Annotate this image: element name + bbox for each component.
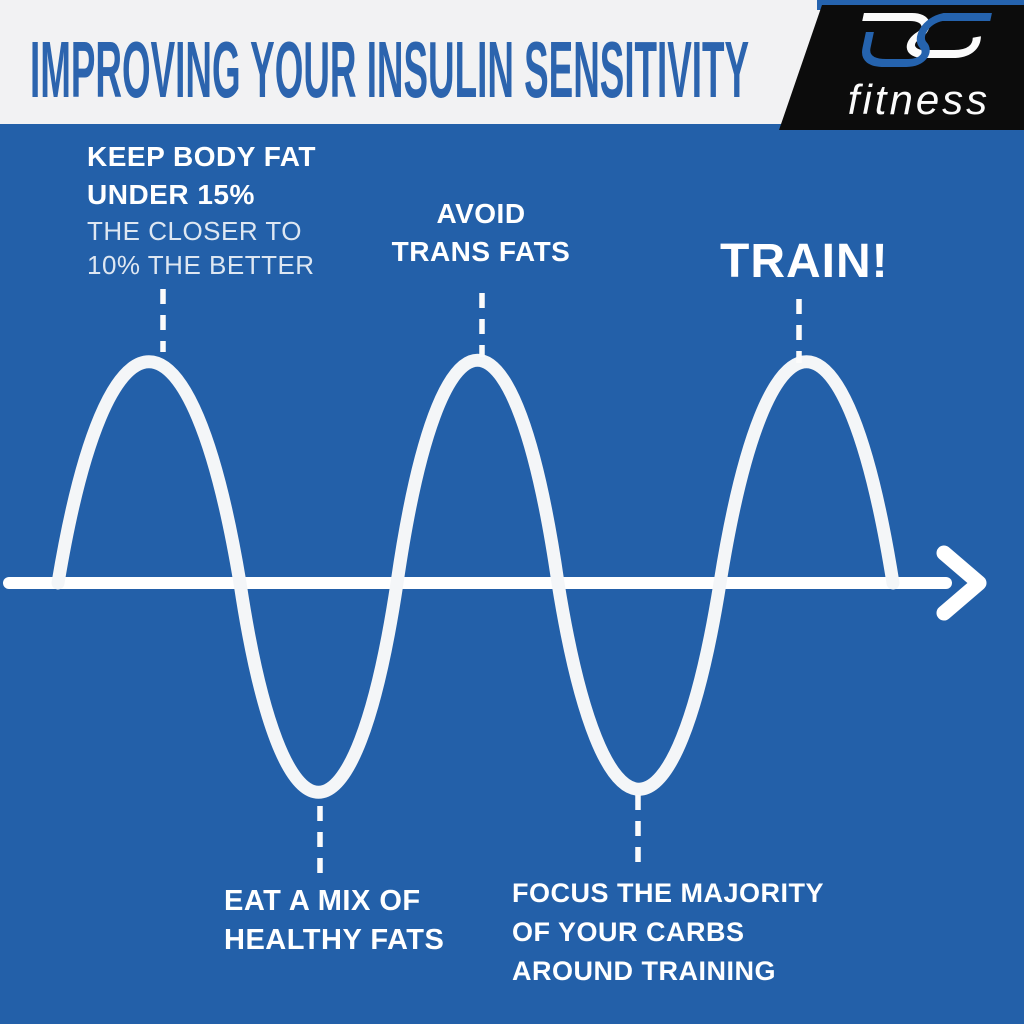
annotation-peak1: KEEP BODY FAT UNDER 15% THE CLOSER TO 10… [87,138,316,282]
page-title: IMPROVING YOUR INSULIN SENSITIVITY [30,25,750,114]
annotation-line: TRANS FATS [391,236,571,267]
ds-monogram-blue-stroke [862,13,992,67]
logo-wordmark: fitness [847,76,991,123]
annotation-line: FOCUS THE MAJORITY [512,878,825,908]
annotation-peak3: TRAIN! [720,236,889,288]
annotation-line: HEALTHY FATS [224,924,445,956]
sine-wave [51,353,900,799]
annotation-peak2: AVOID TRANS FATS [381,195,581,271]
annotation-trough1: EAT A MIX OF HEALTHY FATS [224,882,444,960]
annotation-trough2: FOCUS THE MAJORITY OF YOUR CARBS AROUND … [512,874,824,991]
annotation-line: EAT A MIX OF [224,885,421,917]
annotation-line: OF YOUR CARBS [512,917,745,947]
ds-monogram-white-stroke [862,13,981,58]
annotation-subline: 10% THE BETTER [87,250,315,280]
annotation-line: UNDER 15% [87,179,255,210]
annotation-subline: THE CLOSER TO [87,216,303,246]
logo-panel: fitness [779,0,1024,130]
annotation-line: AVOID [436,198,526,229]
annotation-line: AROUND TRAINING [512,956,776,986]
logo-black-parallelogram [779,5,1024,130]
ds-monogram-icon [862,13,992,67]
annotation-line: TRAIN! [720,235,889,288]
axis-arrowhead-icon [936,545,987,621]
annotation-line: KEEP BODY FAT [87,141,316,172]
